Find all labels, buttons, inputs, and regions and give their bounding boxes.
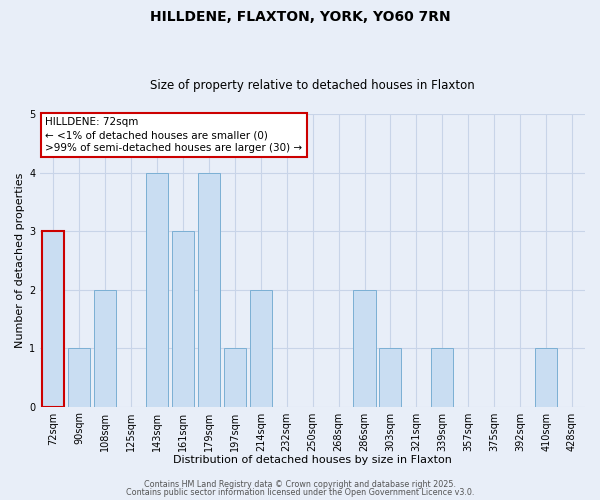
Text: Contains public sector information licensed under the Open Government Licence v3: Contains public sector information licen… — [126, 488, 474, 497]
Text: HILLDENE: 72sqm
← <1% of detached houses are smaller (0)
>99% of semi-detached h: HILLDENE: 72sqm ← <1% of detached houses… — [46, 117, 302, 154]
Bar — [535, 348, 557, 406]
Text: HILLDENE, FLAXTON, YORK, YO60 7RN: HILLDENE, FLAXTON, YORK, YO60 7RN — [149, 10, 451, 24]
Bar — [198, 172, 220, 406]
Bar — [379, 348, 401, 406]
Bar — [431, 348, 454, 406]
Bar — [353, 290, 376, 406]
Bar — [42, 231, 64, 406]
Text: Contains HM Land Registry data © Crown copyright and database right 2025.: Contains HM Land Registry data © Crown c… — [144, 480, 456, 489]
X-axis label: Distribution of detached houses by size in Flaxton: Distribution of detached houses by size … — [173, 455, 452, 465]
Bar — [250, 290, 272, 406]
Bar — [146, 172, 168, 406]
Title: Size of property relative to detached houses in Flaxton: Size of property relative to detached ho… — [150, 79, 475, 92]
Bar — [224, 348, 246, 406]
Bar — [172, 231, 194, 406]
Y-axis label: Number of detached properties: Number of detached properties — [15, 172, 25, 348]
Bar — [94, 290, 116, 406]
Bar — [68, 348, 90, 406]
